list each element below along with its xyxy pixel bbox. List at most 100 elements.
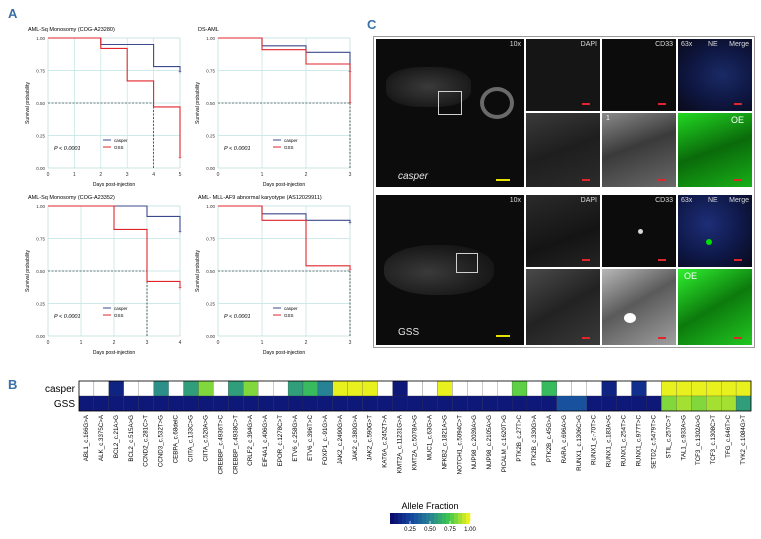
heatmap-column-label: KAT6A_c.2452T>A xyxy=(382,414,389,468)
color-legend-step xyxy=(414,513,419,524)
chart-title: AML-Sq Monosomy (COG-A23280) xyxy=(28,27,115,33)
legend-label: casper xyxy=(114,306,128,311)
heatmap-cell xyxy=(273,380,289,397)
y-tick-label: 1.00 xyxy=(36,204,45,209)
censor-mark: + xyxy=(178,286,182,292)
heatmap-cell xyxy=(511,380,528,397)
heatmap-column-label: RARA_c.696A>G xyxy=(561,415,568,464)
gss-dapi-zoom-image xyxy=(526,269,600,345)
heatmap-cell xyxy=(706,380,722,397)
gss-oe-scale-bar xyxy=(734,337,742,339)
casper-dapi-label: DAPI xyxy=(580,41,597,48)
heatmap-cell xyxy=(526,380,543,397)
heatmap-cell xyxy=(153,380,169,397)
y-tick-label: 0.00 xyxy=(206,334,215,339)
y-tick-label: 0.75 xyxy=(36,68,45,73)
heatmap-cell xyxy=(198,395,214,412)
allele-fraction-heatmap: casper GSS ABL1_c.166G>A ALK_c.3375C>A BCL2_… xyxy=(45,380,752,533)
gss-merge-scale-bar xyxy=(734,259,742,261)
heatmap-cell xyxy=(392,395,408,412)
casper-zoom-box xyxy=(438,91,462,115)
x-tick-label: 3 xyxy=(349,172,352,178)
heatmap-column-label: KMT2A_c.5078A>G xyxy=(412,415,419,470)
casper-ring-shape xyxy=(480,87,514,119)
casper-oe-image: OE xyxy=(678,113,752,187)
heatmap-column-label: PICALM_c.1620T>G xyxy=(501,415,508,472)
y-tick-label: 0.75 xyxy=(206,68,215,73)
heatmap-cell xyxy=(721,380,737,397)
heatmap-cell xyxy=(437,380,453,397)
heatmap-column-label: FOXP1_c.-91G>A xyxy=(322,414,329,465)
gss-scale-bar xyxy=(496,335,510,337)
color-legend-step xyxy=(426,513,431,524)
casper-dapi-image: DAPI xyxy=(526,39,600,111)
survival-chart-2: DS-AML 0 1 2 3 0.00 0.25 0.50 0.75 1.00 Days post-… xyxy=(195,27,352,188)
y-tick-label: 1.00 xyxy=(206,36,215,41)
heatmap-cell xyxy=(526,395,543,412)
heatmap-cell xyxy=(482,380,498,397)
heatmap-column-label: ETV6_c.396T>C xyxy=(307,414,314,460)
heatmap-cell xyxy=(407,395,423,412)
heatmap-column-label: CREBBP_c.4938C>T xyxy=(232,415,239,475)
gss-dapi-scale-bar xyxy=(582,259,590,261)
y-tick-label: 0.50 xyxy=(36,101,45,106)
x-axis-label: Days post-injection xyxy=(93,182,135,188)
heatmap-border xyxy=(78,380,752,412)
heatmap-cell xyxy=(631,380,647,397)
color-legend-step xyxy=(442,513,447,524)
heatmap-cell xyxy=(422,380,438,397)
x-tick-label: 3 xyxy=(146,340,149,346)
color-legend-step xyxy=(406,513,411,524)
survival-chart-1: AML-Sq Monosomy (COG-A23280) 0 1 2 3 4 5 0.00 0.… xyxy=(25,27,182,188)
legend-label: casper xyxy=(284,306,298,311)
heatmap-column-label: KMT2A_c.11231G>A xyxy=(397,414,404,473)
censor-mark: + xyxy=(178,156,182,162)
heatmap-cell xyxy=(601,380,617,397)
legend-label: casper xyxy=(114,138,128,143)
heatmap-cell xyxy=(392,380,408,397)
heatmap-cell xyxy=(586,380,602,397)
y-tick-label: 0.50 xyxy=(206,269,215,274)
x-tick-label: 4 xyxy=(152,172,155,178)
heatmap-cell xyxy=(661,380,677,397)
heatmap-column-label: ALK_c.3375C>A xyxy=(98,414,105,461)
color-legend-tick-label: 0.50 xyxy=(424,527,436,533)
heatmap-cell xyxy=(437,395,453,412)
heatmap-cell xyxy=(93,395,109,412)
heatmap-column-label: RUNX1_c.977T>C xyxy=(636,414,643,466)
heatmap-cell xyxy=(422,395,438,412)
heatmap-cell xyxy=(571,395,587,412)
color-legend-step xyxy=(410,513,415,524)
heatmap-column-label: CCND3_c.532T>G xyxy=(158,415,165,467)
heatmap-column-label: CRLF2_c.394G>A xyxy=(247,414,254,466)
heatmap-cell xyxy=(302,380,319,397)
gss-sample-label: GSS xyxy=(398,327,420,338)
heatmap-column-label: PTK2B_c.45G>A xyxy=(546,414,553,462)
heatmap-cell xyxy=(243,380,259,397)
color-legend-step xyxy=(390,513,395,524)
gss-dapi-label: DAPI xyxy=(580,197,597,204)
heatmap-cell xyxy=(258,380,274,397)
y-tick-label: 0.00 xyxy=(36,166,45,171)
heatmap-column-label: CCND2_c.281C>T xyxy=(143,415,150,467)
heatmap-column-label: NUP98_c.2105A>G xyxy=(486,415,493,470)
heatmap-cell xyxy=(228,380,244,397)
heatmap-cell xyxy=(108,380,124,397)
x-tick-label: 5 xyxy=(179,172,182,178)
heatmap-cell xyxy=(706,395,722,412)
heatmap-column-label: EPOR_c.1278C>T xyxy=(277,415,284,467)
heatmap-cell xyxy=(78,380,95,397)
heatmap-cell xyxy=(691,380,707,397)
color-legend-step xyxy=(402,513,407,524)
casper-scale-bar xyxy=(496,179,510,181)
censor-mark: + xyxy=(178,70,182,76)
heatmap-cell xyxy=(243,395,259,412)
color-legend-step xyxy=(398,513,403,524)
color-legend-step xyxy=(446,513,451,524)
x-tick-label: 0 xyxy=(47,340,50,346)
heatmap-cell xyxy=(586,395,602,412)
heatmap-cell xyxy=(482,395,498,412)
heatmap-column-label: CIITA_c.520A>G xyxy=(202,415,209,462)
color-legend-tick-label: 0.75 xyxy=(444,527,456,533)
casper-oe-scale-bar xyxy=(734,179,742,181)
